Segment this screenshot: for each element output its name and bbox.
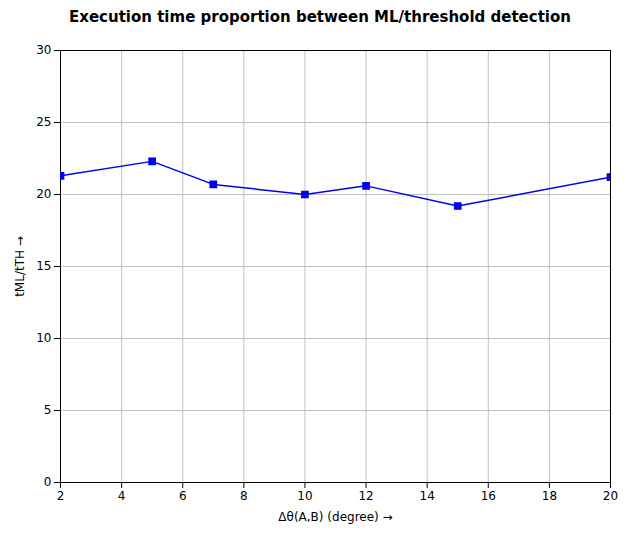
- svg-text:5: 5: [44, 403, 52, 417]
- svg-text:20: 20: [36, 187, 51, 201]
- svg-text:14: 14: [420, 489, 435, 503]
- svg-text:4: 4: [118, 489, 126, 503]
- svg-text:30: 30: [36, 43, 51, 57]
- svg-text:15: 15: [36, 259, 51, 273]
- html-text:Execution time proportion betw: Execution time proportion between ML/thr…: [69, 8, 571, 26]
- svg-text:6: 6: [179, 489, 187, 503]
- svg-text:18: 18: [542, 489, 557, 503]
- svg-text:12: 12: [358, 489, 373, 503]
- svg-text:16: 16: [481, 489, 496, 503]
- svg-text:Δθ(A,B) (degree) →: Δθ(A,B) (degree) →: [278, 510, 392, 524]
- svg-text:10: 10: [297, 489, 312, 503]
- svg-text:25: 25: [36, 115, 51, 129]
- svg-text:10: 10: [36, 331, 51, 345]
- svg-text:tML/tTH →: tML/tTH →: [13, 236, 27, 297]
- svg-text:0: 0: [44, 475, 52, 489]
- svg-text:20: 20: [603, 489, 618, 503]
- svg-text:2: 2: [57, 489, 65, 503]
- svg-text:8: 8: [240, 489, 248, 503]
